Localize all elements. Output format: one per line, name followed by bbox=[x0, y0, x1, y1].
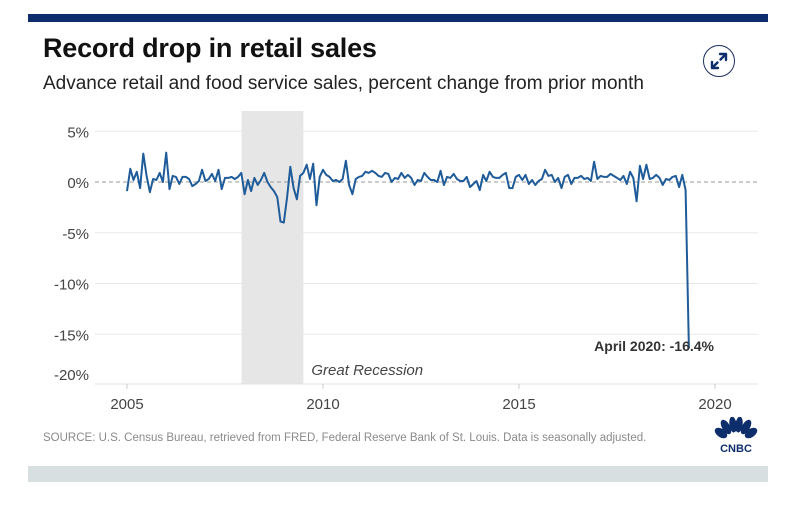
chart-title: Record drop in retail sales bbox=[43, 33, 377, 63]
series-line bbox=[126, 151, 690, 349]
source-note: SOURCE: U.S. Census Bureau, retrieved fr… bbox=[43, 432, 647, 444]
y-tick-label: -10% bbox=[54, 277, 89, 294]
series bbox=[126, 151, 690, 349]
x-tick-label: 2015 bbox=[502, 396, 535, 413]
x-tick-label: 2005 bbox=[110, 396, 143, 413]
accent-top-bar bbox=[28, 14, 768, 22]
x-axis-ticks: 2005 2010 2015 2020 bbox=[95, 383, 758, 413]
y-tick-label: 5% bbox=[67, 124, 89, 141]
annotation-label: April 2020: -16.4% bbox=[594, 338, 714, 354]
expand-arrows-icon bbox=[710, 52, 728, 70]
annotations: April 2020: -16.4% bbox=[594, 338, 714, 354]
y-axis-ticks: 5% 0% -5% -10% -15% -20% bbox=[54, 124, 89, 384]
cnbc-logo-text: CNBC bbox=[720, 443, 752, 455]
y-tick-label: -20% bbox=[54, 367, 89, 384]
expand-button[interactable] bbox=[703, 45, 735, 77]
x-tick-label: 2020 bbox=[698, 396, 731, 413]
x-tick-label: 2010 bbox=[306, 396, 339, 413]
y-tick-label: -15% bbox=[54, 327, 89, 344]
recession-label: Great Recession bbox=[311, 362, 423, 379]
recession-shading: Great Recession bbox=[241, 111, 423, 384]
y-tick-label: 0% bbox=[67, 175, 89, 192]
recession-band bbox=[241, 111, 304, 384]
bottom-bar bbox=[28, 466, 768, 482]
chart-subtitle: Advance retail and food service sales, p… bbox=[43, 73, 644, 94]
cnbc-logo: CNBC bbox=[712, 416, 760, 460]
y-tick-label: -5% bbox=[62, 226, 89, 243]
gridlines bbox=[95, 130, 758, 335]
nbc-peacock-icon: CNBC bbox=[714, 416, 758, 455]
